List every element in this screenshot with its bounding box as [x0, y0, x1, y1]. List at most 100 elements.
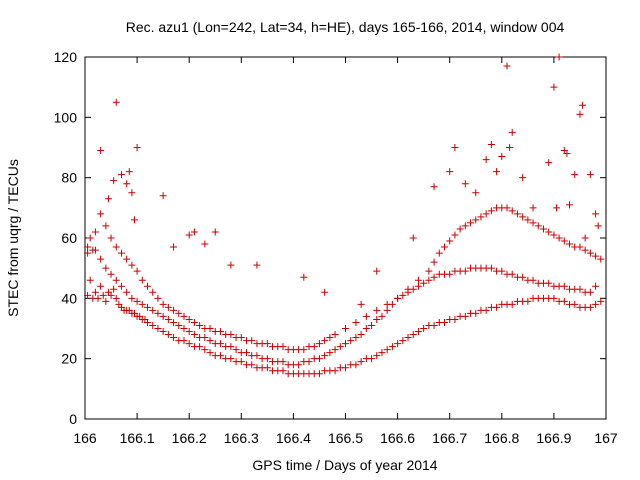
data-point — [592, 252, 600, 260]
data-point — [394, 340, 402, 348]
x-tick-label: 166.8 — [484, 430, 519, 446]
data-point — [206, 325, 214, 332]
data-point — [506, 144, 514, 151]
data-point — [138, 300, 146, 308]
data-point — [342, 340, 349, 348]
data-point — [248, 337, 256, 345]
data-point — [461, 222, 469, 230]
data-point — [170, 243, 178, 251]
data-point — [440, 318, 448, 326]
data-point — [86, 234, 94, 242]
data-point — [409, 234, 417, 242]
data-point — [102, 222, 110, 230]
data-point — [154, 325, 162, 332]
data-point — [451, 144, 459, 151]
data-point — [170, 334, 178, 342]
data-point — [545, 159, 553, 167]
data-point — [300, 346, 308, 354]
data-point — [581, 246, 589, 254]
data-point — [594, 222, 602, 230]
data-point — [362, 325, 370, 332]
data-point — [159, 328, 167, 336]
data-point — [597, 255, 605, 263]
data-point — [125, 168, 133, 176]
data-point — [555, 53, 563, 61]
x-tick-label: 167 — [594, 430, 618, 446]
data-point — [97, 147, 105, 155]
data-point — [472, 189, 480, 197]
data-point — [133, 144, 141, 151]
data-point — [550, 294, 558, 302]
data-point — [357, 331, 365, 339]
data-point — [180, 337, 188, 345]
data-point — [440, 243, 448, 251]
data-point — [586, 303, 594, 311]
data-point — [164, 331, 172, 339]
data-point — [117, 171, 125, 179]
data-point — [164, 303, 172, 311]
data-point — [378, 349, 386, 357]
data-point — [279, 358, 287, 366]
data-point — [144, 282, 152, 290]
data-point — [159, 300, 167, 308]
data-point — [321, 352, 329, 360]
data-point — [394, 294, 402, 302]
data-point — [84, 243, 92, 251]
data-point — [206, 349, 214, 357]
data-point — [383, 346, 391, 354]
data-point — [586, 171, 594, 179]
data-point — [128, 294, 136, 302]
data-point — [451, 315, 459, 323]
data-point — [373, 315, 381, 323]
data-point — [446, 270, 454, 278]
data-point — [112, 294, 120, 302]
data-point — [253, 352, 261, 360]
data-point — [487, 140, 495, 148]
data-point — [149, 306, 157, 314]
data-point — [430, 321, 438, 329]
data-point — [342, 325, 349, 332]
data-point — [227, 261, 235, 269]
y-axis-label: STEC from uqrg / TECUs — [5, 159, 21, 317]
data-point — [117, 282, 125, 290]
data-point — [399, 337, 407, 345]
data-point — [368, 355, 376, 363]
data-point — [133, 297, 141, 305]
data-point — [524, 297, 532, 305]
data-point — [357, 300, 365, 308]
y-tick-label: 60 — [61, 230, 77, 246]
data-point — [84, 291, 92, 299]
data-point — [110, 285, 118, 293]
data-point — [300, 273, 308, 281]
data-point — [128, 189, 136, 197]
data-point — [128, 261, 136, 269]
data-point — [216, 340, 224, 348]
data-point — [216, 328, 224, 336]
data-point — [144, 318, 152, 326]
data-point — [159, 192, 167, 200]
data-point — [295, 361, 303, 369]
data-point — [420, 279, 428, 287]
data-point — [97, 255, 105, 263]
data-point — [253, 261, 261, 269]
data-point — [409, 331, 417, 339]
y-tick-label: 100 — [54, 109, 78, 125]
data-point — [91, 228, 99, 236]
x-tick-label: 166.4 — [276, 430, 311, 446]
data-point — [154, 294, 162, 302]
y-tick-label: 80 — [61, 170, 77, 186]
data-point — [461, 312, 469, 320]
data-point — [175, 321, 183, 329]
data-point — [586, 288, 594, 296]
data-point — [201, 334, 209, 342]
data-point — [243, 349, 251, 357]
data-point — [232, 346, 240, 354]
data-point — [342, 364, 349, 372]
data-point — [560, 282, 568, 290]
data-point — [461, 180, 469, 188]
data-point — [545, 228, 553, 236]
data-point — [227, 355, 235, 363]
data-point — [248, 361, 256, 369]
data-point — [545, 279, 553, 287]
data-point — [508, 207, 516, 215]
